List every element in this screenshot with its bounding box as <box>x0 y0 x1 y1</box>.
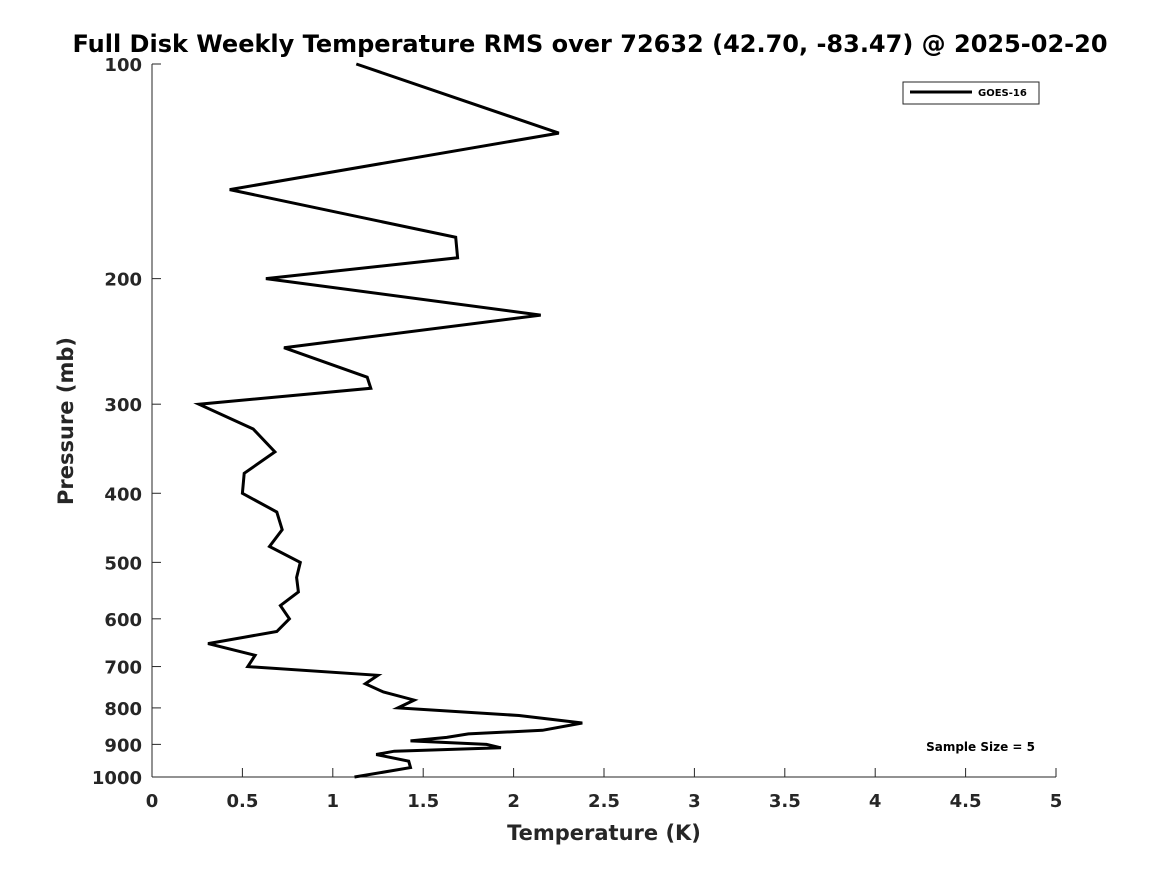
chart-title: Full Disk Weekly Temperature RMS over 72… <box>72 30 1107 58</box>
sample-size-annotation: Sample Size = 5 <box>926 740 1035 754</box>
y-ticks: 100 200 300 400 500 600 700 800 900 1000 <box>92 55 161 789</box>
y-tick-label: 100 <box>104 55 142 76</box>
series-line-goes-16 <box>193 62 583 779</box>
x-ticks: 0 0.5 1 1.5 2 2.5 3 3.5 4 4.5 5 <box>146 768 1063 812</box>
y-tick-label: 200 <box>104 270 142 291</box>
y-tick-label: 800 <box>104 699 142 720</box>
x-tick-label: 1.5 <box>407 791 439 812</box>
x-tick-label: 0.5 <box>226 791 258 812</box>
x-axis-label: Temperature (K) <box>507 821 701 845</box>
legend-label-goes-16: GOES-16 <box>978 88 1027 99</box>
y-tick-label: 400 <box>104 484 142 505</box>
x-tick-label: 4.5 <box>950 791 982 812</box>
y-tick-label: 900 <box>104 735 142 756</box>
y-axis-label: Pressure (mb) <box>54 337 78 505</box>
x-tick-label: 4 <box>869 791 882 812</box>
y-tick-label: 1000 <box>92 768 142 789</box>
x-tick-label: 0 <box>146 791 159 812</box>
x-tick-label: 2.5 <box>588 791 620 812</box>
x-tick-label: 5 <box>1050 791 1063 812</box>
x-tick-label: 3.5 <box>769 791 801 812</box>
y-tick-label: 600 <box>104 610 142 631</box>
x-tick-label: 3 <box>688 791 701 812</box>
x-tick-label: 2 <box>507 791 520 812</box>
y-tick-label: 300 <box>104 395 142 416</box>
y-tick-label: 700 <box>104 658 142 679</box>
legend: GOES-16 <box>902 81 1040 105</box>
y-tick-label: 500 <box>104 553 142 574</box>
x-tick-label: 1 <box>327 791 340 812</box>
